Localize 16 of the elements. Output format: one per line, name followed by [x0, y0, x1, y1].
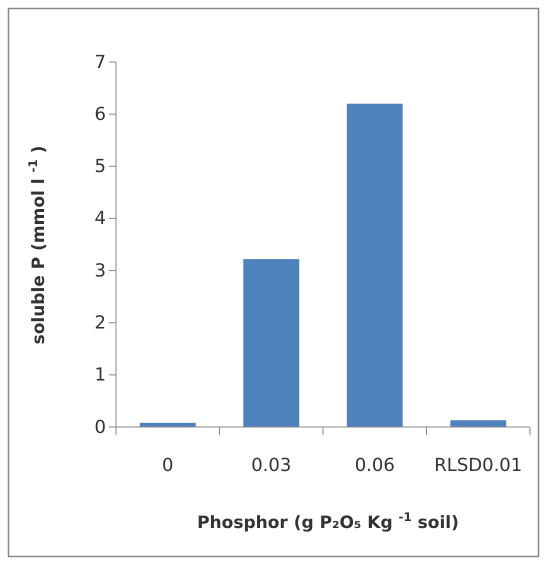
bar — [450, 420, 506, 427]
y-tick-label: 7 — [94, 52, 106, 73]
x-tick-label: RLSD0.01 — [434, 455, 522, 476]
y-tick-label: 0 — [94, 416, 106, 438]
x-tick-label: 0 — [162, 455, 174, 476]
bar — [346, 104, 403, 427]
x-axis-title: Phosphor (g P₂O₅ Kg $^{-1}$ soil) — [197, 510, 459, 533]
bar — [243, 259, 300, 427]
y-tick-label: 5 — [94, 156, 106, 178]
y-tick-label: 6 — [94, 104, 106, 125]
x-tick-label: 0.06 — [354, 455, 395, 476]
x-tick-label: 0.03 — [251, 455, 292, 476]
y-tick-label: 1 — [94, 364, 106, 386]
y-tick-label: 4 — [94, 208, 106, 230]
y-tick-label: 3 — [94, 260, 106, 282]
y-tick-label: 2 — [94, 312, 106, 334]
